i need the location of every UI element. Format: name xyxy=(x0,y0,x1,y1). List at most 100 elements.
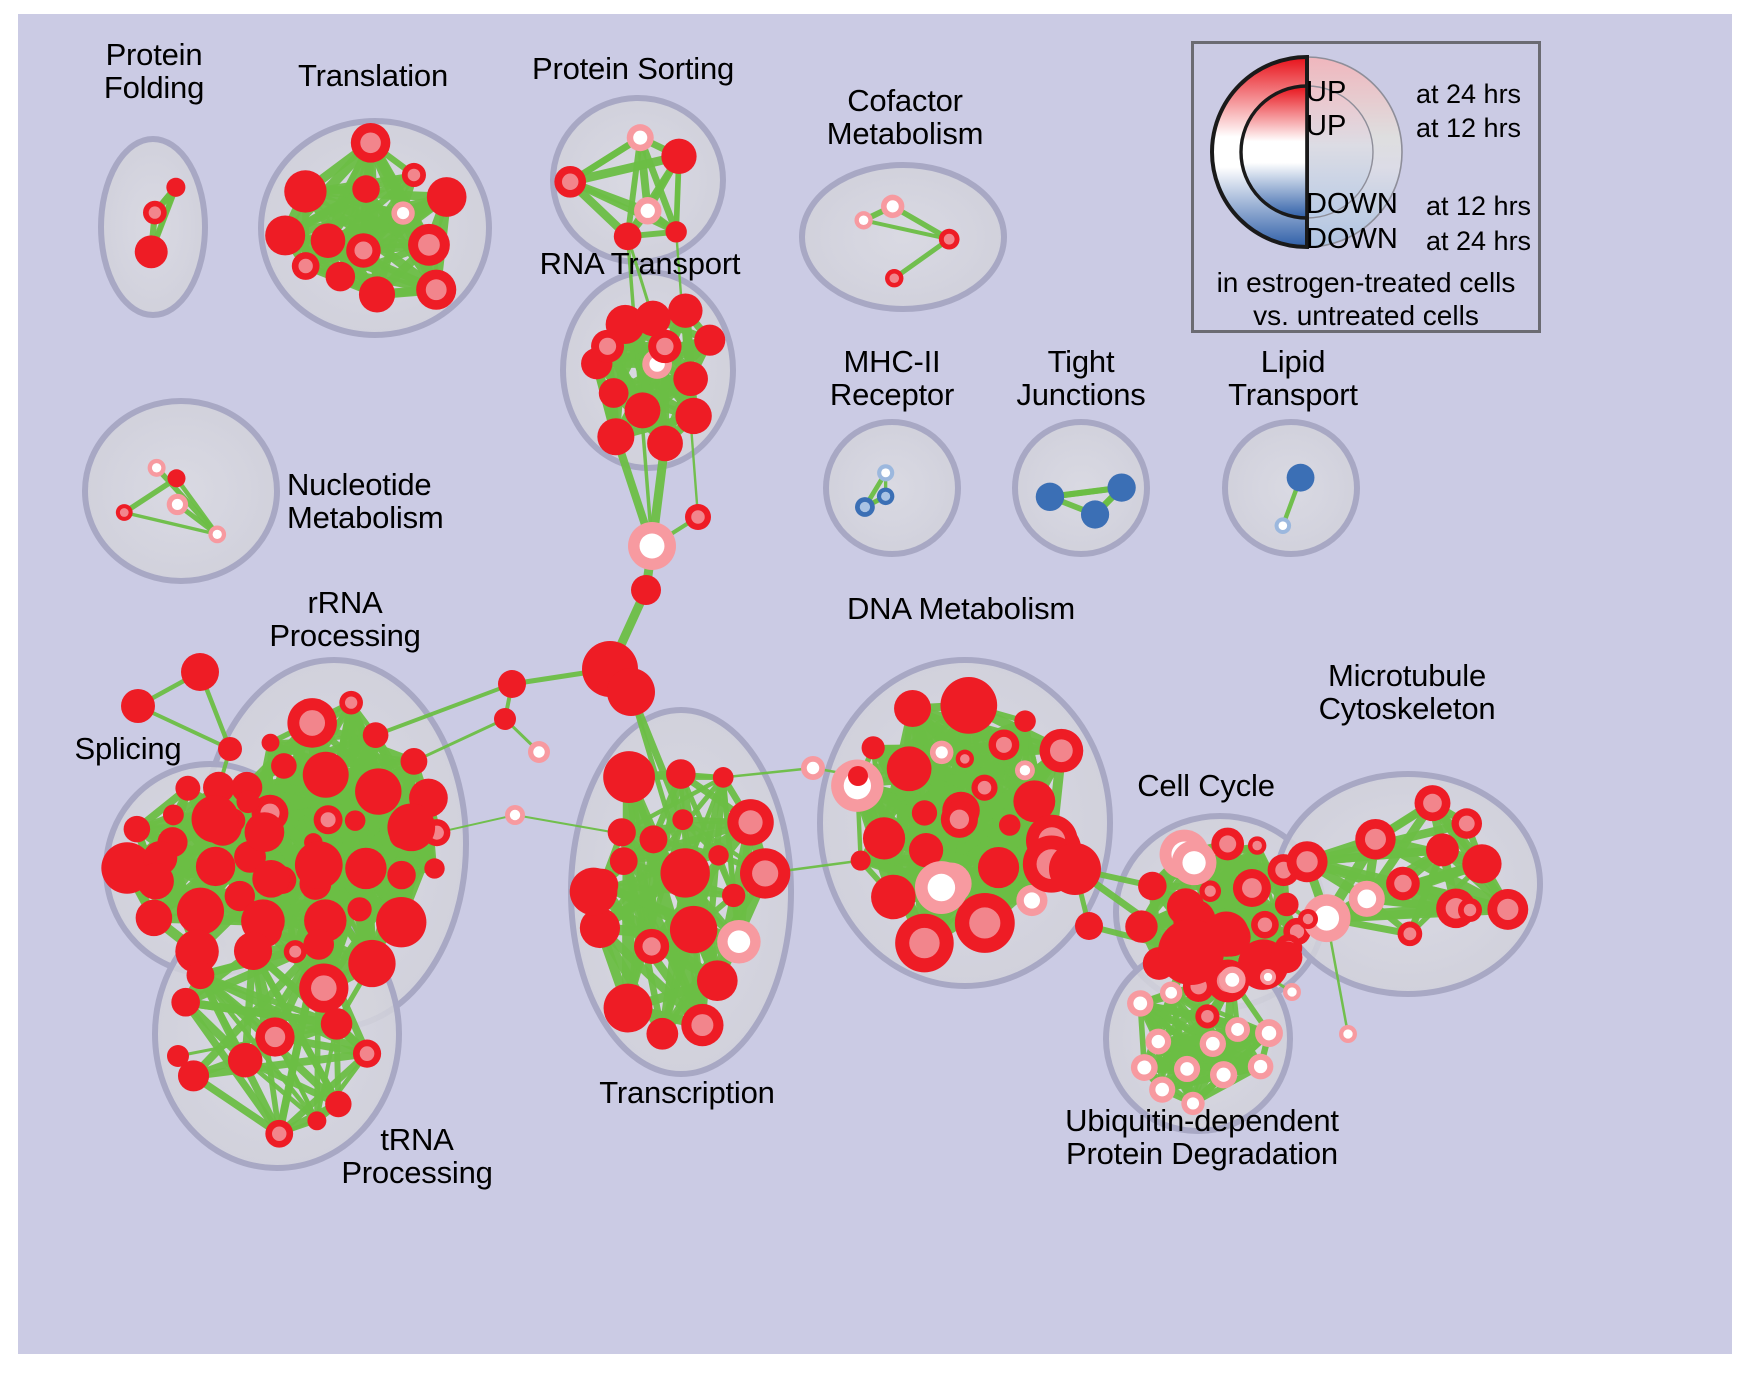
cluster-label-mhc-ii-receptor: MHC-II Receptor xyxy=(829,344,955,413)
network-node xyxy=(938,228,960,250)
node-inner-disc-12hrs xyxy=(859,501,871,513)
node-outer-ring-24hrs xyxy=(123,815,151,843)
node-outer-ring-24hrs xyxy=(977,846,1020,889)
network-node xyxy=(672,809,694,831)
network-node xyxy=(186,961,215,990)
node-outer-ring-24hrs xyxy=(252,860,290,898)
node-inner-disc-12hrs xyxy=(1019,765,1031,776)
network-node xyxy=(400,748,428,775)
node-outer-ring-24hrs xyxy=(940,677,998,734)
network-edge xyxy=(250,947,342,1108)
network-node xyxy=(302,751,349,798)
network-node xyxy=(1035,482,1065,512)
cluster-label-cell-cycle: Cell Cycle xyxy=(1137,768,1275,803)
network-node xyxy=(1286,841,1328,883)
network-node xyxy=(1251,910,1279,939)
node-outer-ring-24hrs xyxy=(861,736,885,760)
network-node xyxy=(854,211,873,230)
node-inner-disc-12hrs xyxy=(909,927,940,959)
node-outer-ring-24hrs xyxy=(647,425,683,462)
node-outer-ring-24hrs xyxy=(603,751,655,803)
node-outer-ring-24hrs xyxy=(175,929,219,974)
node-inner-disc-12hrs xyxy=(1133,996,1148,1011)
network-node xyxy=(134,235,168,269)
node-outer-ring-24hrs xyxy=(325,1090,352,1118)
node-outer-ring-24hrs xyxy=(673,361,708,397)
network-node xyxy=(613,222,642,251)
node-inner-disc-12hrs xyxy=(1343,1029,1353,1039)
node-outer-ring-24hrs xyxy=(639,825,668,854)
node-outer-ring-24hrs xyxy=(227,1042,263,1078)
network-node xyxy=(505,805,525,825)
network-node xyxy=(291,252,320,280)
network-node xyxy=(284,170,327,213)
network-node xyxy=(721,883,746,908)
network-node xyxy=(1355,819,1396,860)
network-node xyxy=(1286,463,1315,492)
node-outer-ring-24hrs xyxy=(1013,780,1056,823)
node-outer-ring-24hrs xyxy=(1462,844,1502,884)
network-node xyxy=(261,733,280,752)
node-inner-disc-12hrs xyxy=(289,945,302,958)
node-inner-disc-12hrs xyxy=(1242,878,1262,898)
node-inner-disc-12hrs xyxy=(212,529,222,539)
network-node xyxy=(929,740,954,765)
cluster-label-tight-junctions: Tight Junctions xyxy=(1016,344,1146,413)
node-outer-ring-24hrs xyxy=(236,790,260,814)
network-node xyxy=(147,458,166,477)
node-outer-ring-24hrs xyxy=(613,222,642,251)
node-inner-disc-12hrs xyxy=(881,468,891,478)
network-node xyxy=(227,1042,263,1078)
network-node xyxy=(387,860,416,890)
cluster-label-protein-sorting: Protein Sorting xyxy=(531,51,735,86)
node-outer-ring-24hrs xyxy=(848,766,868,786)
network-node xyxy=(1145,1028,1172,1055)
network-edge xyxy=(565,151,684,187)
network-node xyxy=(1283,983,1301,1001)
cluster-label-ubiquitin-protein-degradation: Ubiquitin-dependent Protein Degradation xyxy=(1065,1103,1339,1172)
network-node xyxy=(603,751,655,803)
network-node xyxy=(681,1003,724,1047)
network-node xyxy=(344,810,366,831)
cluster-label-translation: Translation xyxy=(298,58,448,93)
node-inner-disc-12hrs xyxy=(1182,851,1206,875)
network-node xyxy=(350,123,391,163)
legend-row-0-time: at 24 hrs xyxy=(1416,79,1522,109)
network-node xyxy=(908,833,944,868)
network-node xyxy=(1080,500,1110,529)
network-edge xyxy=(891,756,967,900)
node-outer-ring-24hrs xyxy=(675,397,712,435)
node-outer-ring-24hrs xyxy=(908,833,944,868)
network-node xyxy=(1260,969,1276,985)
network-node xyxy=(871,874,916,920)
node-outer-ring-24hrs xyxy=(708,845,729,866)
node-outer-ring-24hrs xyxy=(669,905,718,954)
node-outer-ring-24hrs xyxy=(607,668,655,716)
node-inner-disc-12hrs xyxy=(1231,1023,1245,1036)
node-outer-ring-24hrs xyxy=(175,775,201,801)
node-inner-disc-12hrs xyxy=(889,273,900,284)
network-node xyxy=(137,862,174,900)
network-node xyxy=(1158,919,1224,985)
network-node xyxy=(1171,840,1217,886)
node-outer-ring-24hrs xyxy=(271,753,297,779)
network-node xyxy=(669,905,718,954)
node-inner-disc-12hrs xyxy=(881,491,891,501)
network-node xyxy=(861,736,885,760)
node-outer-ring-24hrs xyxy=(668,293,703,328)
network-node xyxy=(801,756,825,780)
node-inner-disc-12hrs xyxy=(1497,898,1519,921)
legend-row-2-label: DOWN xyxy=(1306,188,1398,220)
network-edge xyxy=(625,234,654,548)
node-outer-ring-24hrs xyxy=(265,215,306,256)
network-edge xyxy=(861,218,952,242)
node-inner-disc-12hrs xyxy=(886,200,899,213)
network-edge xyxy=(181,998,341,1029)
network-node xyxy=(283,940,307,964)
network-node xyxy=(181,653,219,691)
node-inner-disc-12hrs xyxy=(1155,1082,1170,1097)
network-node xyxy=(694,324,726,356)
network-node xyxy=(1075,912,1103,940)
network-node xyxy=(175,775,201,801)
network-node xyxy=(313,805,343,835)
